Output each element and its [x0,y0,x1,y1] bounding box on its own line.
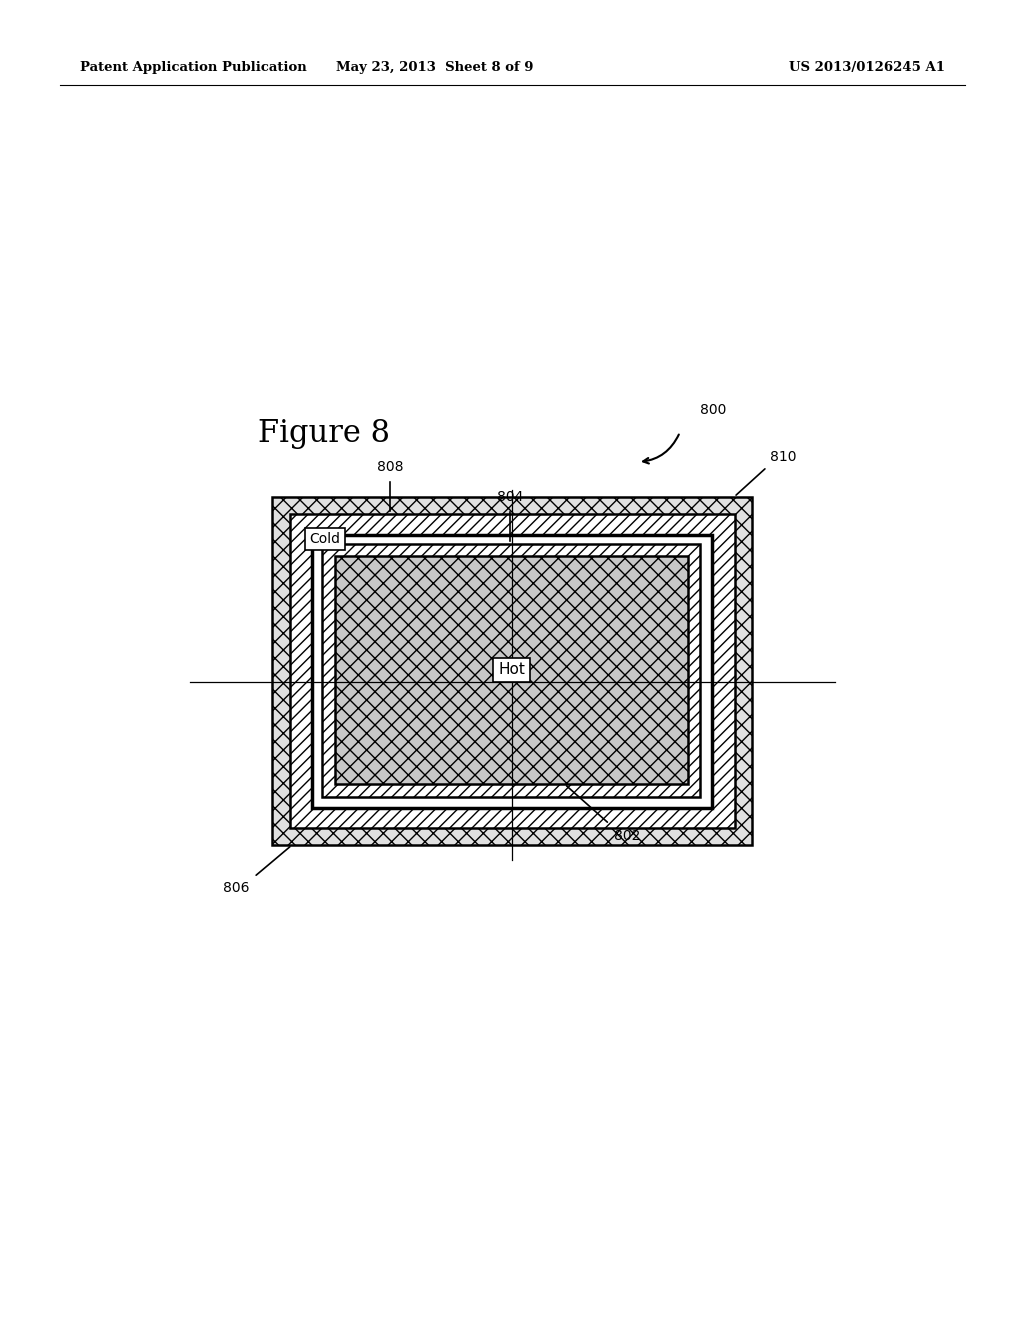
Text: 800: 800 [700,403,726,417]
Bar [322,544,700,797]
Bar [312,535,712,808]
Bar [335,556,688,784]
Text: 810: 810 [770,450,797,465]
Text: Patent Application Publication: Patent Application Publication [80,62,307,74]
Bar [272,498,752,845]
Text: Cold: Cold [309,532,341,546]
Text: US 2013/0126245 A1: US 2013/0126245 A1 [790,62,945,74]
Text: Figure 8: Figure 8 [258,418,390,449]
Text: 802: 802 [614,829,641,843]
Text: 806: 806 [223,880,250,895]
Text: May 23, 2013  Sheet 8 of 9: May 23, 2013 Sheet 8 of 9 [336,62,534,74]
Text: 808: 808 [377,459,403,474]
Bar [290,513,735,828]
Text: Hot: Hot [498,663,525,677]
Text: 804: 804 [497,490,523,504]
